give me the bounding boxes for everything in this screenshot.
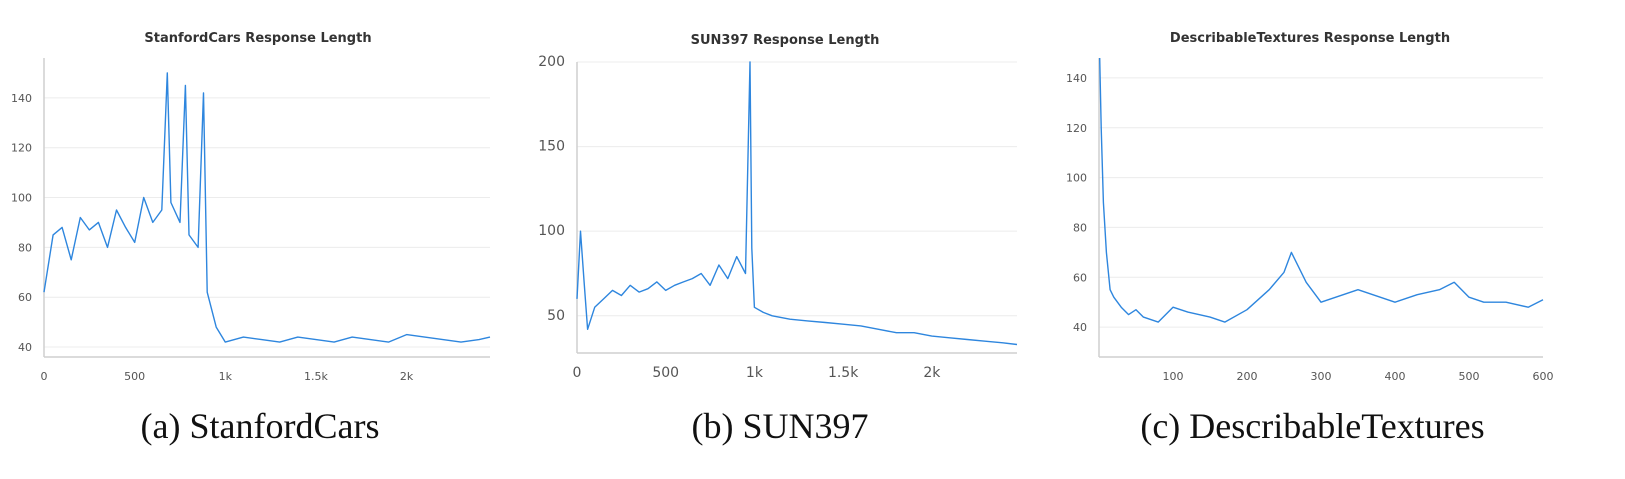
y-tick-label: 40 (1073, 321, 1087, 334)
chart-panel-sun397: SUN397 Response Length 50 100 150 200 0 500 1k 1… (520, 0, 1040, 479)
chart-caption: (c) DescribableTextures (1140, 406, 1485, 446)
y-tick-label: 100 (11, 192, 32, 205)
x-tick-label: 500 (1459, 370, 1480, 383)
y-tick-label: 50 (547, 308, 565, 324)
chart-title: DescribableTextures Response Length (1170, 31, 1450, 46)
x-tick-label: 600 (1533, 370, 1554, 383)
chart-caption: (a) StanfordCars (140, 406, 380, 446)
y-tick-label: 200 (538, 54, 565, 70)
y-tick-label: 150 (538, 139, 565, 155)
x-tick-label: 1k (746, 365, 764, 381)
y-tick-label: 120 (1066, 122, 1087, 135)
chart-title: SUN397 Response Length (691, 33, 880, 48)
series-line (576, 61, 1018, 346)
y-tick-label: 40 (18, 341, 32, 354)
x-tick-label: 0 (41, 370, 48, 383)
x-tick-label: 1.5k (828, 365, 859, 381)
y-tick-label: 100 (538, 223, 565, 239)
x-tick-label: 0 (573, 365, 582, 381)
chart-panel-stanfordcars: StanfordCars Response Length 40 60 80 100 120… (0, 0, 520, 479)
y-tick-label: 140 (1066, 72, 1087, 85)
x-tick-label: 2k (923, 365, 941, 381)
y-tick-label: 80 (1073, 221, 1087, 234)
x-tick-label: 400 (1385, 370, 1406, 383)
y-tick-label: 140 (11, 92, 32, 105)
y-tick-label: 120 (11, 142, 32, 155)
x-tick-label: 300 (1311, 370, 1332, 383)
y-tick-label: 60 (1073, 271, 1087, 284)
x-tick-label: 500 (652, 365, 679, 381)
series-line (43, 72, 491, 343)
chart-panel-describabletextures: DescribableTextures Response Length 40 60 8… (1040, 0, 1625, 479)
chart-sun397: SUN397 Response Length 50 100 150 200 0 500 1k 1… (538, 33, 1018, 381)
chart-caption: (b) SUN397 (691, 406, 869, 446)
x-tick-label: 1k (219, 370, 233, 383)
chart-stanfordcars: StanfordCars Response Length 40 60 80 100 120… (11, 31, 491, 383)
x-tick-label: 1.5k (304, 370, 328, 383)
x-tick-label: 100 (1163, 370, 1184, 383)
series-line (1099, 57, 1544, 323)
chart-describabletextures: DescribableTextures Response Length 40 60 8… (1066, 31, 1554, 383)
y-tick-label: 80 (18, 241, 32, 254)
chart-title: StanfordCars Response Length (144, 31, 371, 46)
x-tick-label: 2k (400, 370, 414, 383)
x-tick-label: 200 (1237, 370, 1258, 383)
x-tick-label: 500 (124, 370, 145, 383)
y-tick-label: 60 (18, 291, 32, 304)
y-tick-label: 100 (1066, 172, 1087, 185)
